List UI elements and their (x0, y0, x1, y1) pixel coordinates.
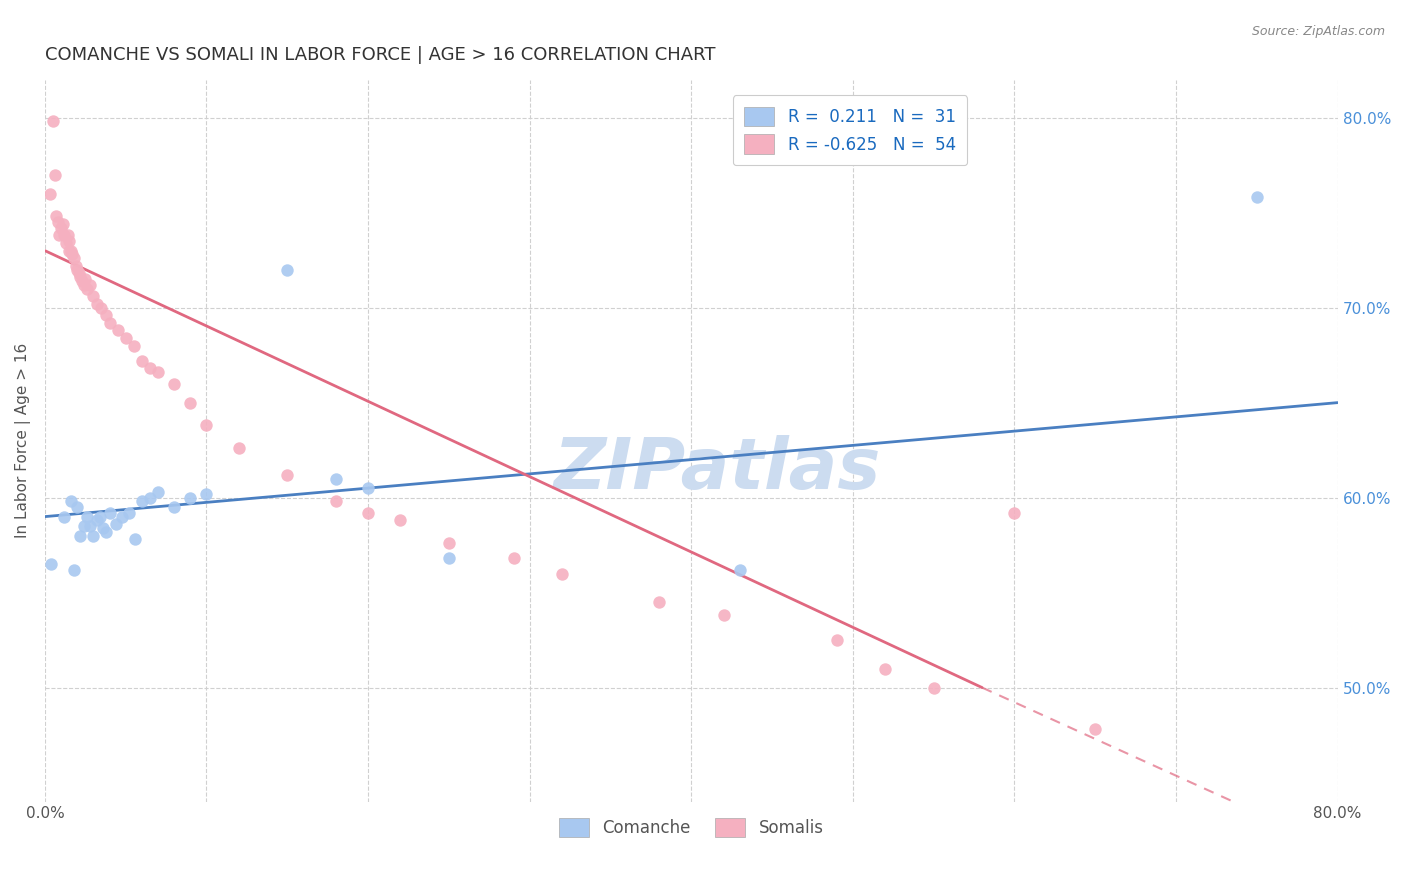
Point (42, 114, 65, 128)
Point (98, 316, 121, 330)
Point (922, 681, 945, 695)
Point (1084, 723, 1107, 737)
Point (53, 228, 76, 243)
Point (86, 297, 108, 311)
Point (46, 215, 69, 229)
Point (73, 519, 96, 533)
Legend: Comanche, Somalis: Comanche, Somalis (553, 811, 831, 844)
Point (53, 509, 76, 524)
Point (124, 533, 146, 547)
Point (48, 228, 70, 243)
Point (79, 519, 101, 533)
Point (179, 395, 201, 409)
Point (502, 551, 524, 566)
Point (96, 524, 118, 539)
Point (1246, 190, 1268, 204)
Point (104, 517, 127, 532)
Point (98, 506, 121, 520)
Point (111, 509, 134, 524)
Point (67, 267, 90, 281)
Point (163, 500, 186, 515)
Point (60, 247, 83, 261)
Point (73, 277, 96, 292)
Point (59, 244, 82, 258)
Point (825, 633, 848, 648)
Y-axis label: In Labor Force | Age > 16: In Labor Force | Age > 16 (15, 343, 31, 538)
Point (79, 277, 101, 292)
Point (66, 262, 89, 277)
Point (90, 301, 112, 315)
Point (70, 274, 93, 288)
Point (389, 513, 412, 527)
Point (38, 186, 60, 201)
Point (76, 282, 98, 296)
Point (122, 338, 145, 352)
Text: COMANCHE VS SOMALI IN LABOR FORCE | AGE > 16 CORRELATION CHART: COMANCHE VS SOMALI IN LABOR FORCE | AGE … (45, 46, 716, 64)
Point (713, 608, 735, 623)
Point (131, 354, 153, 368)
Text: ZIPatlas: ZIPatlas (554, 435, 880, 504)
Point (49, 220, 72, 235)
Text: Source: ZipAtlas.com: Source: ZipAtlas.com (1251, 25, 1385, 38)
Point (276, 262, 298, 277)
Point (228, 441, 250, 455)
Point (65, 259, 87, 273)
Point (52, 217, 75, 231)
Point (86, 513, 108, 527)
Point (63, 563, 86, 577)
Point (325, 494, 347, 508)
Point (75, 272, 97, 286)
Point (276, 467, 298, 482)
Point (195, 487, 218, 501)
Point (45, 210, 67, 224)
Point (357, 506, 380, 520)
Point (59, 494, 82, 508)
Point (44, 168, 66, 182)
Point (69, 270, 91, 285)
Point (114, 331, 136, 345)
Point (1004, 506, 1026, 520)
Point (875, 662, 897, 676)
Point (139, 361, 162, 376)
Point (139, 491, 162, 505)
Point (179, 491, 201, 505)
Point (56, 228, 79, 243)
Point (551, 566, 574, 581)
Point (118, 506, 141, 520)
Point (357, 481, 380, 495)
Point (41, 557, 63, 571)
Point (58, 244, 80, 258)
Point (437, 551, 460, 566)
Point (163, 376, 186, 391)
Point (131, 494, 153, 508)
Point (107, 323, 129, 337)
Point (648, 595, 671, 609)
Point (55, 235, 77, 250)
Point (58, 234, 80, 248)
Point (69, 528, 91, 542)
Point (82, 528, 104, 542)
Point (146, 365, 169, 379)
Point (91, 521, 114, 535)
Point (76, 509, 98, 524)
Point (437, 536, 460, 550)
Point (728, 563, 751, 577)
Point (96, 308, 118, 322)
Point (82, 289, 104, 303)
Point (63, 252, 86, 266)
Point (195, 418, 218, 433)
Point (146, 484, 169, 499)
Point (325, 472, 347, 486)
Point (66, 500, 89, 515)
Point (89, 509, 111, 524)
